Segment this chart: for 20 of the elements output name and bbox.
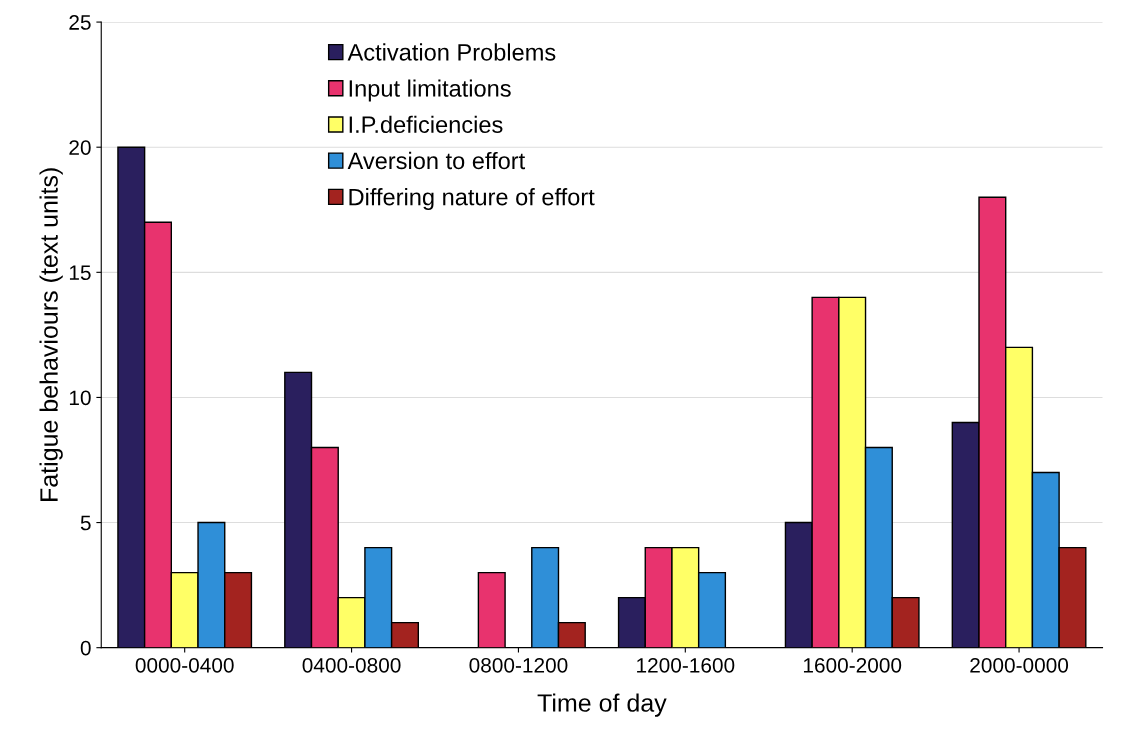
x-tick-label: 0000-0400 xyxy=(135,657,234,673)
y-tick-label: 5 xyxy=(80,515,91,531)
bar xyxy=(477,571,506,648)
x-tick-label: 1600-2000 xyxy=(803,657,902,673)
x-axis-title: Time of day xyxy=(537,693,667,717)
legend-label: Input limitations xyxy=(349,79,511,102)
y-tick-label: 15 xyxy=(69,265,91,281)
y-tick-label: 25 xyxy=(69,15,91,30)
y-tick-label: 10 xyxy=(69,390,91,406)
x-tick-label: 2000-0000 xyxy=(970,657,1069,673)
legend-label: Activation Problems xyxy=(347,43,556,61)
legend-label: Aversion to effort xyxy=(347,151,526,170)
x-tick-label: 0800-1200 xyxy=(469,657,568,673)
x-tick-label: 1200-1600 xyxy=(637,657,735,673)
legend-label: I.P.deficiencies xyxy=(349,115,503,134)
y-tick-label: 20 xyxy=(69,140,91,155)
y-axis-title: Fatigue behaviours (text units) xyxy=(39,168,63,501)
x-tick-label: 0400-0800 xyxy=(302,657,401,673)
legend-label: Differing nature of effort xyxy=(349,188,595,211)
y-tick-label: 0 xyxy=(80,640,91,656)
